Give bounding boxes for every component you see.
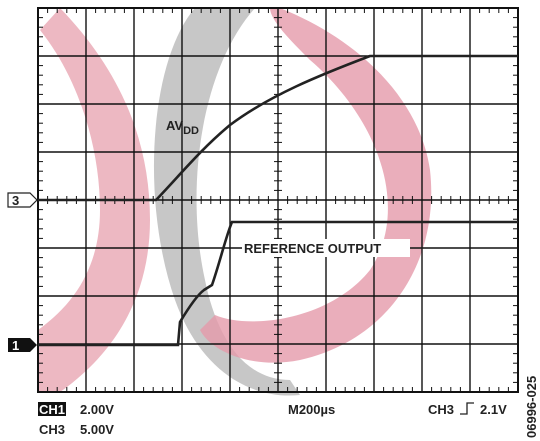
avdd-main: AV bbox=[166, 118, 183, 133]
trigger-channel: CH3 bbox=[428, 402, 454, 417]
ch3-marker-label: 3 bbox=[12, 193, 19, 208]
ch3-label: CH3 bbox=[39, 422, 65, 437]
trigger-level: 2.1V bbox=[480, 402, 507, 417]
watermark-red-2 bbox=[200, 8, 432, 363]
watermark-gray bbox=[153, 8, 300, 396]
timebase: M200µs bbox=[288, 402, 335, 417]
ch1-label: CH1 bbox=[39, 402, 65, 417]
trigger-edge-icon bbox=[460, 402, 474, 415]
avdd-trace bbox=[38, 54, 518, 202]
ch3-scale: 5.00V bbox=[80, 422, 114, 437]
ch1-marker-label: 1 bbox=[12, 338, 19, 353]
ref-label-bg bbox=[242, 239, 410, 257]
ch1-scale: 2.00V bbox=[80, 402, 114, 417]
reference-trace bbox=[38, 220, 518, 347]
ch1-badge bbox=[38, 402, 66, 416]
ref-label: REFERENCE OUTPUT bbox=[244, 241, 381, 256]
ch1-marker bbox=[8, 338, 37, 352]
avdd-sub: DD bbox=[183, 125, 199, 137]
figure-id: 06996-025 bbox=[524, 376, 539, 438]
avdd-label: AVDD bbox=[166, 118, 199, 137]
ch3-marker bbox=[7, 192, 38, 208]
